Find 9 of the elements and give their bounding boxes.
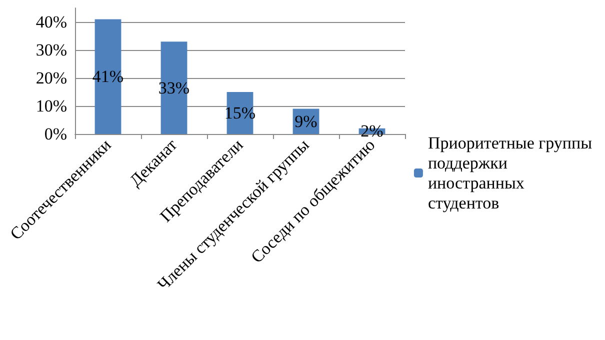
y-tick-label: 0% — [44, 124, 67, 144]
y-tick-label: 10% — [36, 96, 67, 116]
y-tick-label: 40% — [36, 12, 67, 32]
legend-label: Приоритетные группы поддержки иностранных студентов — [428, 134, 593, 212]
y-tick-label: 20% — [36, 68, 67, 88]
bar — [94, 19, 122, 134]
y-tick-label: 30% — [36, 40, 67, 60]
data-label: 41% — [92, 67, 124, 86]
data-label: 9% — [294, 112, 318, 131]
